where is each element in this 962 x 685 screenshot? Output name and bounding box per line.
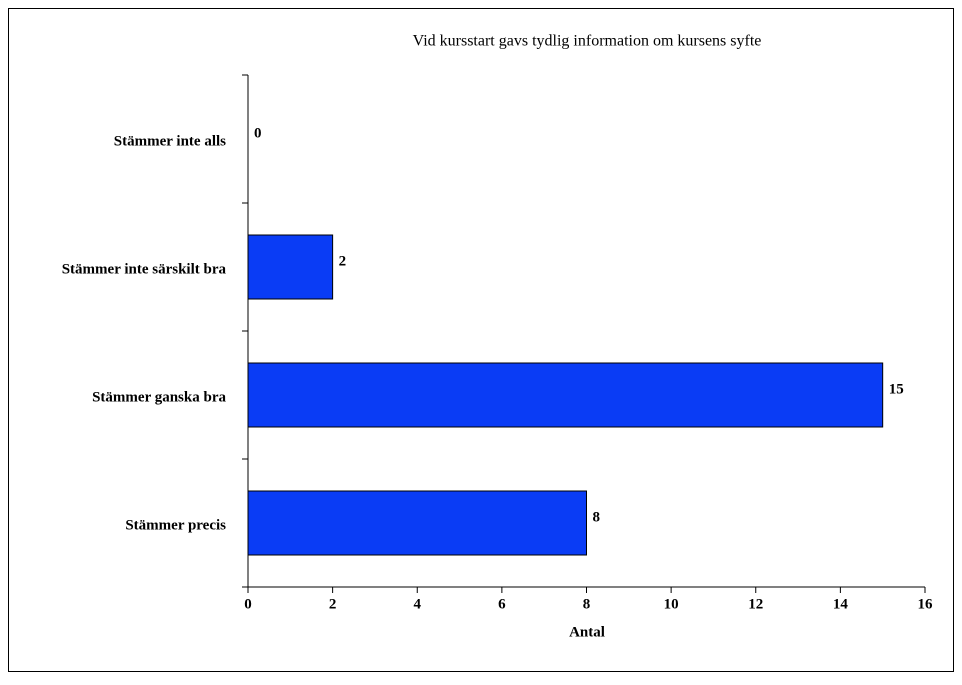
x-tick-label: 0 [244,596,252,612]
x-tick-label: 8 [583,596,591,612]
value-label: 2 [339,253,347,269]
x-tick-label: 4 [414,596,422,612]
x-tick-label: 2 [329,596,337,612]
bar [247,490,587,556]
y-tick-label: Stämmer inte alls [114,133,226,149]
x-tick-label: 14 [833,596,849,612]
x-tick-label: 10 [664,596,679,612]
value-label: 0 [254,125,262,141]
x-tick-label: 16 [918,596,934,612]
y-tick-label: Stämmer ganska bra [92,389,226,405]
x-tick-label: 12 [748,596,763,612]
chart-frame [8,8,954,672]
y-tick-label: Stämmer inte särskilt bra [62,261,227,277]
value-label: 15 [889,381,904,397]
bar [247,362,884,428]
x-tick-label: 6 [498,596,506,612]
chart-title: Vid kursstart gavs tydlig information om… [413,33,762,50]
value-label: 8 [593,509,601,525]
bar [247,234,334,300]
y-tick-label: Stämmer precis [125,517,226,533]
x-axis-label: Antal [569,624,605,640]
